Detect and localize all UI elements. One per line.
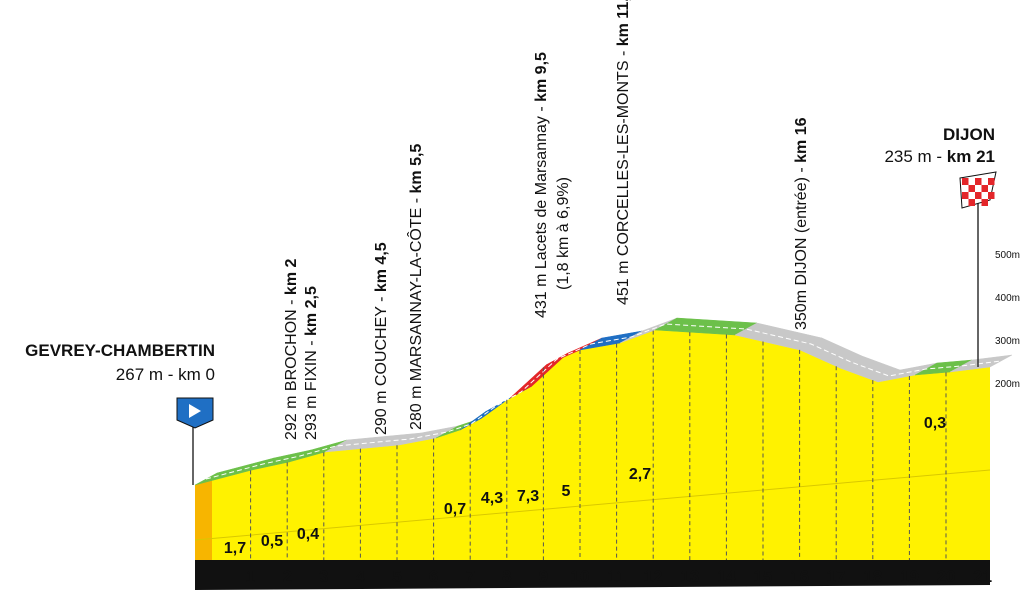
km-marker: 10 [571, 567, 590, 586]
gradient-label: 0,4 [297, 526, 319, 543]
waypoint-place: 431 m Lacets de Marsannay - [533, 102, 550, 318]
waypoint-label: 350m DIJON (entrée) - km 16 [793, 117, 810, 330]
km-marker: 4 [356, 567, 366, 586]
gradient-label: 7,3 [517, 488, 539, 505]
finish-detail: 235 m - km 21 [884, 147, 995, 166]
waypoint-km: km 2 [283, 259, 300, 296]
km-marker: 11 [608, 567, 626, 586]
altitude-label: 400m [995, 293, 1020, 304]
waypoint-label: 451 m CORCELLES-LES-MONTS - km 11,5 [615, 0, 632, 305]
start-flag-arrow [189, 404, 201, 418]
start-detail: 267 m - km 0 [116, 365, 215, 384]
finish-flag-check [981, 185, 988, 192]
finish-km: km 21 [947, 147, 995, 166]
waypoint-km: km 11,5 [615, 0, 632, 46]
waypoint-place: 293 m FIXIN - [303, 336, 320, 440]
gradient-label: 1,7 [224, 540, 246, 557]
waypoint-km: km 4,5 [373, 242, 390, 292]
km-marker: 13 [680, 567, 699, 586]
waypoint-label: 280 m MARSANNAY-LA-CÔTE - km 5,5 [406, 144, 425, 430]
gradient-label: 0,5 [261, 533, 283, 550]
finish-flag-check [988, 192, 995, 199]
waypoint-label: 431 m Lacets de Marsannay - km 9,5 [533, 52, 550, 318]
waypoint-km: km 5,5 [408, 144, 425, 194]
finish-name: DIJON [943, 125, 995, 144]
gradient-label: 0,3 [924, 415, 946, 432]
waypoint-place: 280 m MARSANNAY-LA-CÔTE - [406, 194, 425, 431]
km-marker: 6 [429, 567, 438, 586]
gradient-label: 2,7 [629, 466, 651, 483]
gradient-label: 4,3 [481, 490, 503, 507]
finish-flag-check [968, 185, 975, 192]
waypoint-place: 350m DIJON (entrée) - [793, 163, 810, 330]
altitude-label: 200m [995, 379, 1020, 390]
km-marker: 21 [973, 567, 992, 586]
finish-flag-check [975, 192, 982, 199]
finish-flag-check [975, 178, 982, 185]
km-marker: 12 [644, 567, 663, 586]
km-marker: 19 [900, 567, 919, 586]
km-marker: 3 [319, 567, 328, 586]
waypoint-note: (1,8 km à 6,9%) [555, 177, 572, 290]
base-strip [195, 560, 990, 590]
finish-flag-check [968, 199, 975, 206]
profile-side [195, 480, 212, 560]
gradient-label: 0,7 [444, 501, 466, 518]
waypoint-label: 292 m BROCHON - km 2 [283, 259, 300, 440]
profile-body [195, 330, 990, 560]
km-marker: 20 [937, 567, 956, 586]
waypoint-km: km 2,5 [303, 286, 320, 336]
gradient-label: 5 [562, 483, 571, 500]
km-marker: 1 [246, 567, 255, 586]
km-marker: 17 [827, 567, 846, 586]
waypoint-place: 451 m CORCELLES-LES-MONTS - [615, 46, 632, 305]
km-marker: 9 [539, 567, 548, 586]
waypoint-km: km 16 [793, 117, 810, 162]
km-marker: 7 [465, 567, 474, 586]
finish-flag-check [981, 199, 988, 206]
guide-line [194, 469, 991, 541]
finish-flag-check [962, 192, 969, 199]
km-marker: 16 [790, 567, 809, 586]
altitude-label: 300m [995, 336, 1020, 347]
km-marker: 5 [392, 567, 401, 586]
waypoint-label: 290 m COUCHEY - km 4,5 [373, 242, 390, 435]
km-marker: 18 [863, 567, 882, 586]
ridge-line [205, 323, 1002, 480]
waypoint-km: km 9,5 [533, 52, 550, 102]
finish-altitude: 235 m - [884, 147, 946, 166]
waypoint-place: 292 m BROCHON - [283, 295, 300, 440]
km-marker: 8 [502, 567, 511, 586]
km-marker: 2 [282, 567, 291, 586]
altitude-label: 500m [995, 250, 1020, 261]
waypoint-label: 293 m FIXIN - km 2,5 [303, 286, 320, 440]
finish-flag [959, 171, 997, 209]
km-marker: 14 [717, 567, 736, 586]
finish-flag-bg [959, 171, 997, 209]
km-marker: 15 [754, 567, 773, 586]
finish-flag-check [962, 178, 969, 185]
start-name: GEVREY-CHAMBERTIN [25, 341, 215, 360]
waypoint-place: 290 m COUCHEY - [373, 292, 390, 435]
finish-flag-check [988, 178, 995, 185]
